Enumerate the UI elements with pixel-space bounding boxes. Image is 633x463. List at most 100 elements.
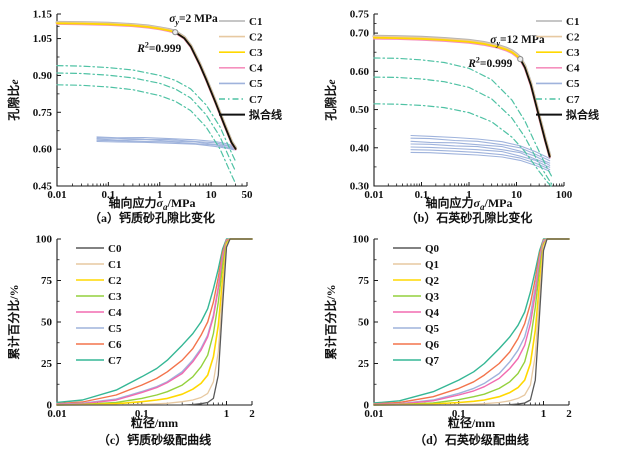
legend-item-d-Q7: Q7 — [393, 355, 440, 367]
legend-item-a-C5: C5 — [219, 78, 263, 90]
subplot-caption: （a）钙质砂孔隙比变化 — [89, 210, 215, 225]
y-tick-label: 75 — [358, 275, 370, 287]
series-c-C4 — [56, 238, 253, 406]
y-tick-label: 0 — [47, 400, 53, 412]
legend-label: C5 — [108, 323, 122, 335]
legend-label: Q6 — [425, 339, 440, 351]
series-d-Q0 — [373, 238, 570, 406]
chart-a: 0.01 0.1 1 10 50 0.45 0.60 0.75 0.90 1.05 1.15 σy=2… — [6, 9, 282, 226]
legend-label: C1 — [108, 259, 121, 271]
yield-point-marker — [172, 29, 179, 36]
legend-label: Q2 — [425, 275, 440, 287]
x-tick-label: 0.1 — [452, 408, 466, 420]
legend-label: Q5 — [425, 323, 440, 335]
legend-item-a-C4: C4 — [219, 63, 263, 75]
legend-item-d-Q1: Q1 — [393, 259, 439, 271]
y-axis-label: 累计百分比/% — [323, 284, 338, 359]
legend-item-a-拟合线: 拟合线 — [219, 107, 282, 121]
chart-c: 0.01 0.1 1 2 0 25 50 75 100 C0 C1 C2 C3 C4 C5 C6 C7 粒径/mm… — [6, 234, 255, 448]
legend-item-b-C1: C1 — [536, 16, 579, 28]
legend-label: C1 — [249, 16, 262, 28]
series-b-C5-1 — [410, 134, 551, 160]
r-squared-annotation: R2=0.999 — [136, 41, 181, 56]
y-axis-label: 累计百分比/% — [6, 284, 21, 359]
x-tick-label: 0.01 — [364, 189, 383, 201]
legend-label: C5 — [566, 78, 580, 90]
series-c-C0 — [56, 238, 253, 406]
legend-label: C4 — [108, 307, 122, 319]
x-tick-label: 1 — [541, 408, 547, 420]
x-tick-label: 0.01 — [47, 408, 66, 420]
series-a-C7-3 — [56, 84, 237, 185]
legend-item-a-C7: C7 — [219, 94, 263, 106]
axis-spines — [56, 14, 247, 187]
y-tick-label: 0.40 — [350, 142, 370, 154]
y-axis-label: 孔隙比e — [323, 79, 338, 121]
y-tick-label: 0.75 — [33, 107, 53, 119]
y-tick-label: 75 — [41, 275, 53, 287]
x-axis-label: 轴向应力σa/MPa — [109, 195, 196, 212]
legend-item-b-C5: C5 — [536, 78, 580, 90]
subplot-b-quartz-void-ratio: 0.01 0.1 1 10 100 0.30 0.40 0.50 0.60 0.70 0.75 σy=… — [317, 0, 633, 229]
y-tick-label: 1.05 — [33, 33, 53, 45]
y-tick-label: 50 — [358, 317, 370, 329]
series-a-C5-3 — [96, 138, 235, 149]
legend-label: 拟合线 — [249, 107, 282, 121]
y-tick-label: 50 — [41, 317, 53, 329]
legend-item-a-C2: C2 — [219, 31, 263, 43]
legend-item-b-C7: C7 — [536, 94, 580, 106]
series-a-C5-1 — [96, 136, 235, 147]
x-tick-label: 100 — [556, 189, 573, 201]
legend-label: C3 — [249, 47, 263, 59]
subplot-c-calcareous-grading: 0.01 0.1 1 2 0 25 50 75 100 C0 C1 C2 C3 C4 C5 C6 C7 粒径/mm… — [0, 229, 316, 458]
legend-label: C4 — [566, 63, 580, 75]
legend-item-d-Q5: Q5 — [393, 323, 440, 335]
yield-stress-annotation: σy=2 MPa — [169, 13, 218, 27]
legend-label: C6 — [108, 339, 122, 351]
subplot-caption: （b）石英砂孔隙比变化 — [406, 210, 533, 225]
legend-label: C1 — [566, 16, 579, 28]
x-tick-label: 0.1 — [135, 408, 149, 420]
legend-label: C7 — [566, 94, 580, 106]
series-b-C7-3 — [373, 103, 553, 188]
legend-item-d-Q4: Q4 — [393, 307, 440, 319]
legend-label: C5 — [249, 78, 263, 90]
x-tick-label: 0.01 — [364, 408, 383, 420]
subplot-caption: （c）钙质砂级配曲线 — [98, 432, 211, 447]
legend-item-c-C4: C4 — [76, 307, 122, 319]
x-axis-label: 粒径/mm — [448, 415, 495, 430]
y-tick-label: 25 — [358, 358, 370, 370]
legend-item-d-Q0: Q0 — [393, 243, 440, 255]
r-squared-annotation: R2=0.999 — [467, 56, 512, 71]
y-tick-label: 0.60 — [350, 66, 370, 78]
legend-label: Q7 — [425, 355, 440, 367]
legend-item-d-Q6: Q6 — [393, 339, 440, 351]
legend-item-a-C1: C1 — [219, 16, 262, 28]
subplot-a-calcareous-void-ratio: 0.01 0.1 1 10 50 0.45 0.60 0.75 0.90 1.05 1.15 σy=2… — [0, 0, 316, 229]
y-axis-label: 孔隙比e — [6, 79, 21, 121]
series-a-C7-1 — [56, 64, 237, 162]
series-d-Q5 — [373, 238, 570, 406]
chart-b: 0.01 0.1 1 10 100 0.30 0.40 0.50 0.60 0.70 0.75 σy=… — [323, 9, 599, 226]
y-tick-label: 0.50 — [350, 104, 370, 116]
legend-label: Q1 — [425, 259, 439, 271]
y-tick-label: 0 — [364, 400, 370, 412]
legend-item-c-C1: C1 — [76, 259, 121, 271]
legend-item-c-C6: C6 — [76, 339, 122, 351]
series-b-C5-5 — [410, 146, 551, 168]
series-a-C7-2 — [56, 72, 237, 172]
y-tick-label: 25 — [41, 358, 53, 370]
x-tick-label: 0.1 — [101, 189, 115, 201]
x-tick-label: 10 — [206, 189, 218, 201]
legend-label: C7 — [108, 355, 122, 367]
subplot-d-quartz-grading: 0.01 0.1 1 2 0 25 50 75 100 Q0 Q1 Q2 Q3 Q4 Q5 Q6 Q7 粒径/mm… — [317, 229, 633, 458]
y-tick-label: 1.15 — [33, 9, 53, 21]
legend-item-b-C3: C3 — [536, 47, 580, 59]
series-b-fit — [519, 58, 551, 158]
legend-item-d-Q2: Q2 — [393, 275, 440, 287]
legend-label: C2 — [566, 31, 580, 43]
series-b-C5-4 — [410, 143, 551, 166]
series-b-C5-7 — [410, 151, 551, 173]
series-a-C5-2 — [96, 137, 235, 148]
